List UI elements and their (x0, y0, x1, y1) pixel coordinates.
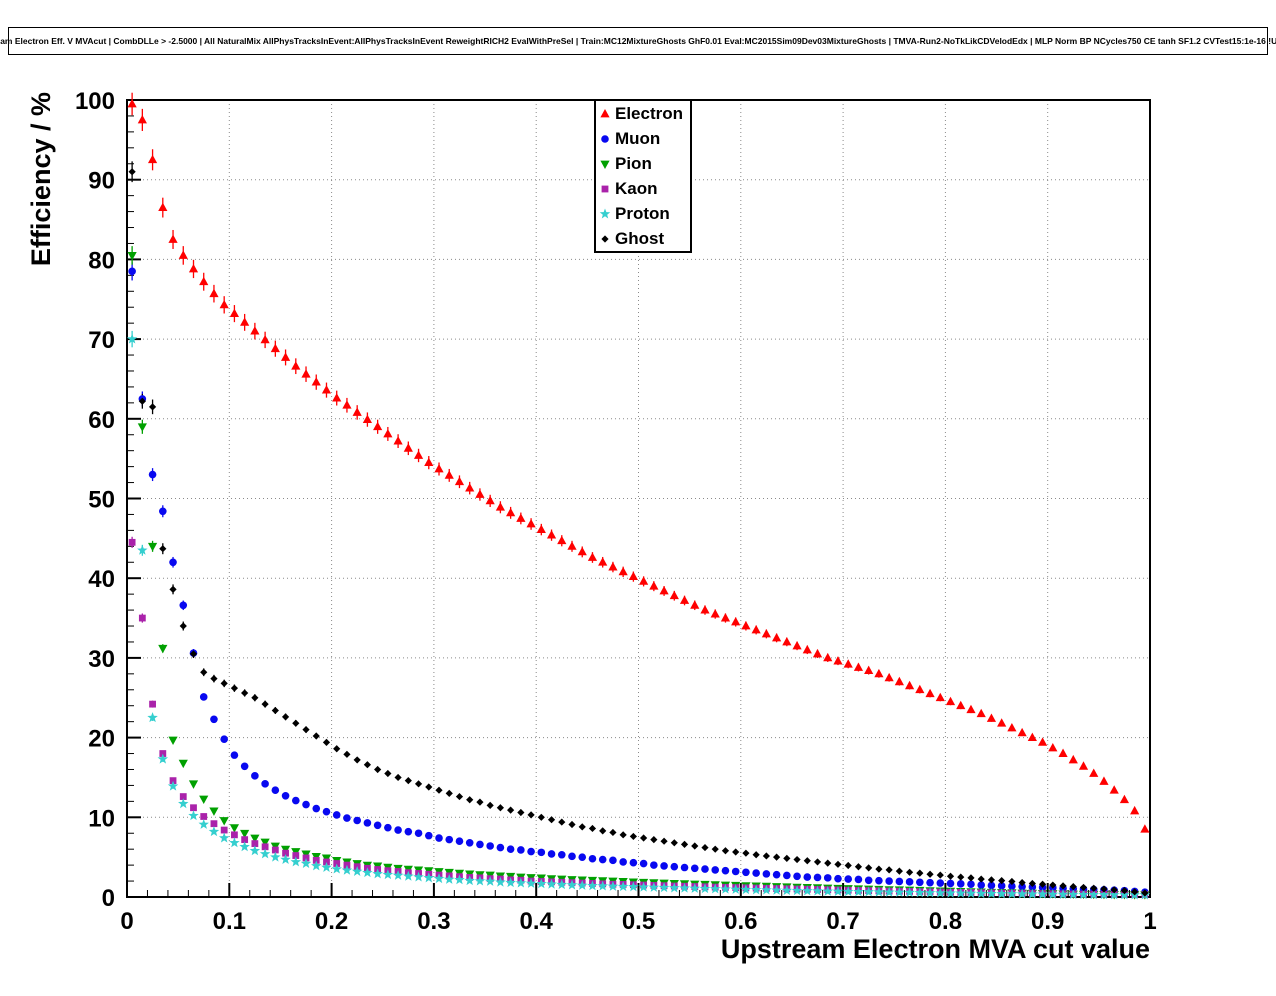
x-tick-label: 0.5 (622, 908, 655, 935)
x-tick-label: 0.8 (929, 908, 962, 935)
x-tick-label: 0.2 (315, 908, 348, 935)
legend-label: Muon (615, 129, 661, 148)
y-tick-label: 90 (88, 168, 115, 195)
series-pion (127, 252, 1150, 900)
legend-item-muon: Muon (596, 126, 690, 151)
legend-item-proton: Proton (596, 201, 690, 226)
series-electron (127, 98, 1150, 833)
x-tick-label: 0 (120, 908, 133, 935)
y-axis-title: Efficiency / % (26, 92, 56, 267)
x-tick-label: 0.9 (1031, 908, 1064, 935)
x-tick-label: 0.3 (417, 908, 450, 935)
legend-label: Electron (615, 104, 684, 123)
y-tick-label: 100 (75, 88, 115, 115)
y-tick-label: 30 (88, 646, 115, 673)
x-tick-label: 0.6 (724, 908, 757, 935)
plot-title: Upstream Electron Eff. V MVAcut | CombDL… (0, 27, 1276, 55)
y-tick-label: 40 (88, 566, 115, 593)
legend-item-ghost: Ghost (596, 226, 690, 251)
y-tick-label: 70 (88, 327, 115, 354)
series-ghost (128, 168, 1149, 897)
legend-label: Pion (615, 154, 652, 173)
legend-label: Kaon (615, 179, 658, 198)
ghost-marker-icon (601, 234, 609, 243)
y-tick-label: 50 (88, 487, 115, 514)
legend-item-kaon: Kaon (596, 176, 690, 201)
x-tick-label: 0.1 (213, 908, 246, 935)
y-tick-label: 80 (88, 247, 115, 274)
x-tick-label: 0.7 (826, 908, 859, 935)
series-muon (128, 267, 1149, 897)
series-proton (126, 333, 1151, 900)
y-tick-label: 10 (88, 805, 115, 832)
legend-label: Ghost (615, 229, 665, 248)
x-tick-label: 0.4 (520, 908, 554, 935)
legend: Electron Muon Pion Kaon Proton Ghost (594, 99, 692, 253)
pion-marker-icon (600, 160, 610, 169)
electron-marker-icon (600, 108, 610, 117)
legend-label: Proton (615, 204, 670, 223)
y-tick-label: 20 (88, 726, 115, 753)
x-axis-title: Upstream Electron MVA cut value (720, 934, 1150, 964)
y-tick-label: 60 (88, 407, 115, 434)
x-tick-label: 1 (1143, 908, 1156, 935)
kaon-marker-icon (601, 185, 609, 192)
legend-item-electron: Electron (596, 101, 690, 126)
legend-item-pion: Pion (596, 151, 690, 176)
muon-marker-icon (601, 134, 609, 143)
y-tick-label: 0 (102, 885, 115, 912)
proton-marker-icon (599, 208, 611, 218)
